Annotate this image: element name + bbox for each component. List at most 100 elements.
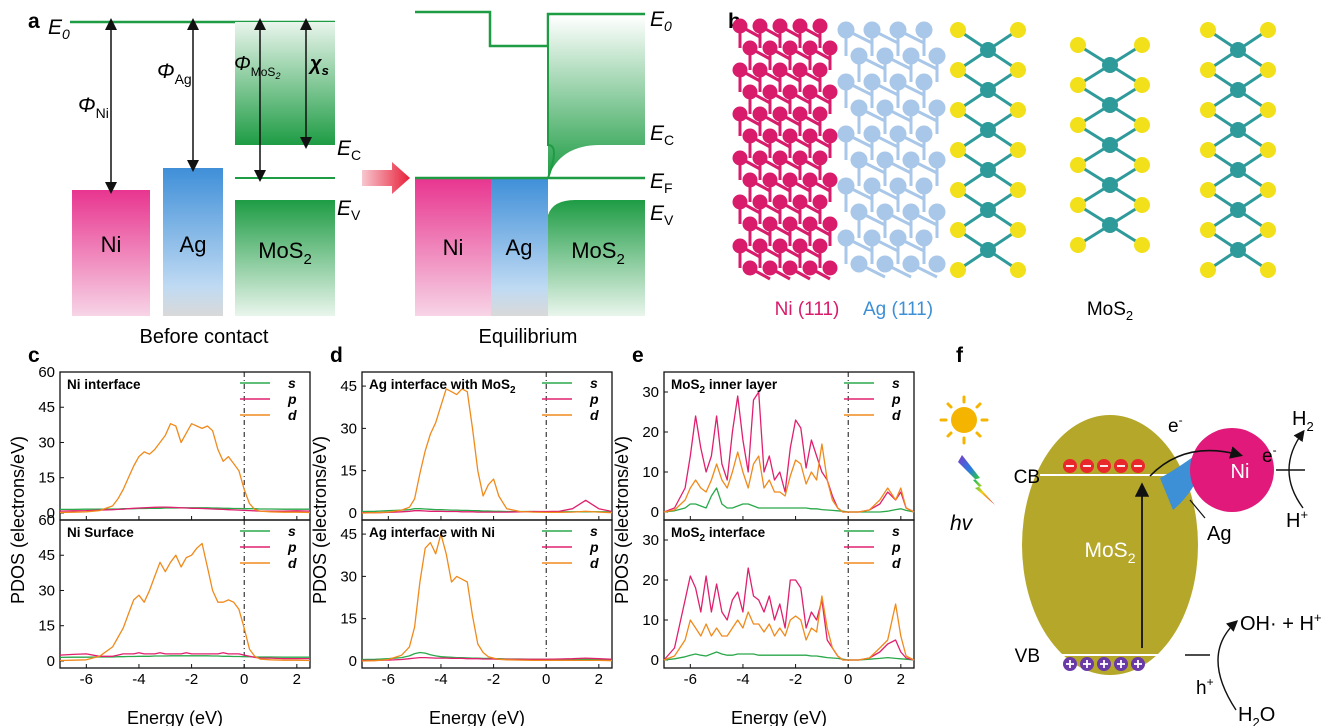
ag-atom bbox=[863, 125, 881, 143]
panel-b: b Ni (111) Ag (111) MoS2 bbox=[728, 10, 1276, 323]
ni-atom bbox=[772, 194, 788, 210]
s-atom bbox=[1200, 62, 1216, 78]
vacuum-level-line-right bbox=[415, 10, 645, 48]
x-tick-label: 2 bbox=[293, 671, 301, 688]
s-atom bbox=[1010, 222, 1026, 238]
s-atom bbox=[950, 142, 966, 158]
y-tick-label: 10 bbox=[642, 464, 659, 481]
ni-atom bbox=[792, 18, 808, 34]
ni-atom bbox=[792, 194, 808, 210]
panel-a: a E0 Ni Ag MoS2 ΦNi ΦAg ΦMoS2 χs EC EV B… bbox=[28, 8, 674, 348]
ni-atom bbox=[822, 40, 838, 56]
y-tick-label: 0 bbox=[349, 653, 357, 670]
phi-ni-label: ΦNi bbox=[78, 94, 109, 121]
e0-label-left: E0 bbox=[48, 16, 70, 42]
mo-atom bbox=[1230, 122, 1246, 138]
ag-atom bbox=[876, 255, 894, 273]
ni-atom bbox=[762, 128, 778, 144]
x-axis-label: Energy (eV) bbox=[731, 708, 827, 726]
ag-atom bbox=[928, 99, 946, 117]
electron-transfer-arrow bbox=[1149, 446, 1244, 477]
ni-atom bbox=[812, 238, 828, 254]
s-atom bbox=[1070, 117, 1086, 133]
y-tick-label: 30 bbox=[340, 568, 357, 585]
mo-atom bbox=[1230, 162, 1246, 178]
s-atom bbox=[1010, 62, 1026, 78]
y-tick-label: 0 bbox=[47, 653, 55, 670]
s-atom bbox=[1260, 22, 1276, 38]
ni-atom bbox=[732, 62, 748, 78]
x-tick-label: -2 bbox=[185, 671, 198, 688]
ag-atom bbox=[837, 229, 855, 247]
ag-atom bbox=[876, 99, 894, 117]
s-atom bbox=[1134, 117, 1150, 133]
holes-row bbox=[1063, 657, 1145, 671]
ni-block-right bbox=[415, 178, 491, 316]
s-atom bbox=[1134, 157, 1150, 173]
legend-label-d: d bbox=[892, 555, 901, 571]
panel-letter-d: d bbox=[330, 344, 343, 367]
ag-label-left: Ag bbox=[180, 232, 207, 257]
mos2-label-left: MoS2 bbox=[258, 238, 312, 268]
ni-atom bbox=[812, 150, 828, 166]
s-atom bbox=[1260, 102, 1276, 118]
ni-atom bbox=[792, 238, 808, 254]
s-atom bbox=[950, 222, 966, 238]
ag-atom bbox=[902, 47, 920, 65]
ni-particle bbox=[1190, 428, 1274, 512]
ni-atom bbox=[772, 106, 788, 122]
x-tick-label: 0 bbox=[844, 671, 852, 688]
s-atom bbox=[1200, 142, 1216, 158]
series-line-s bbox=[663, 487, 915, 513]
ag-atom bbox=[837, 177, 855, 195]
legend-label-d: d bbox=[590, 555, 599, 571]
s-atom bbox=[1200, 262, 1216, 278]
ni-atom bbox=[762, 84, 778, 100]
ni-atom bbox=[752, 238, 768, 254]
s-atom bbox=[1260, 222, 1276, 238]
s-atom bbox=[1260, 62, 1276, 78]
ni-atom bbox=[742, 216, 758, 232]
crystal-structure bbox=[732, 18, 1276, 281]
y-tick-label: 45 bbox=[38, 547, 55, 564]
ag-atom bbox=[863, 73, 881, 91]
ni-atom bbox=[772, 150, 788, 166]
ag-atom bbox=[889, 73, 907, 91]
ag-atom bbox=[876, 203, 894, 221]
legend-label-s: s bbox=[590, 375, 598, 391]
mos2-particle-label: MoS2 bbox=[1085, 539, 1136, 566]
legend-label-p: p bbox=[891, 539, 901, 555]
s-atom bbox=[1200, 22, 1216, 38]
ag-block-right bbox=[491, 178, 548, 316]
mos2-particle bbox=[1022, 415, 1198, 675]
s-atom bbox=[1260, 262, 1276, 278]
contact-arrow-icon bbox=[362, 162, 410, 194]
ec-label-left: EC bbox=[337, 137, 361, 163]
legend-label-d: d bbox=[288, 555, 297, 571]
plot-frame bbox=[59, 371, 311, 521]
ag-atom bbox=[876, 151, 894, 169]
ni-atom bbox=[752, 18, 768, 34]
s-atom bbox=[1070, 197, 1086, 213]
pdos-plot-c: 0 15 30 45 60 Ni interface spd bbox=[38, 364, 311, 522]
y-tick-label: 20 bbox=[642, 572, 659, 589]
ni-atom bbox=[742, 40, 758, 56]
mos2-structure-label: MoS2 bbox=[1087, 299, 1133, 323]
ni-label-right: Ni bbox=[443, 235, 464, 260]
y-tick-label: 0 bbox=[47, 505, 55, 522]
ni-atom bbox=[802, 260, 818, 276]
y-axis-label: PDOS (electrons/eV) bbox=[310, 436, 330, 604]
ag-atom bbox=[902, 255, 920, 273]
legend-label-d: d bbox=[892, 407, 901, 423]
panel-f: f hv CB VB MoS2 Ni Ag e- bbox=[939, 344, 1322, 726]
legend-label-p: p bbox=[287, 539, 297, 555]
y-tick-label: 30 bbox=[38, 434, 55, 451]
mo-atom bbox=[1102, 217, 1118, 233]
series-line-d bbox=[361, 533, 613, 662]
y-tick-label: 15 bbox=[38, 470, 55, 487]
plot-title: MoS2 interface bbox=[671, 525, 766, 544]
series-line-d bbox=[663, 595, 915, 661]
mos2-conduction-band-bent bbox=[548, 16, 645, 178]
y-tick-label: 0 bbox=[651, 504, 659, 521]
ag-block-left bbox=[163, 168, 223, 316]
